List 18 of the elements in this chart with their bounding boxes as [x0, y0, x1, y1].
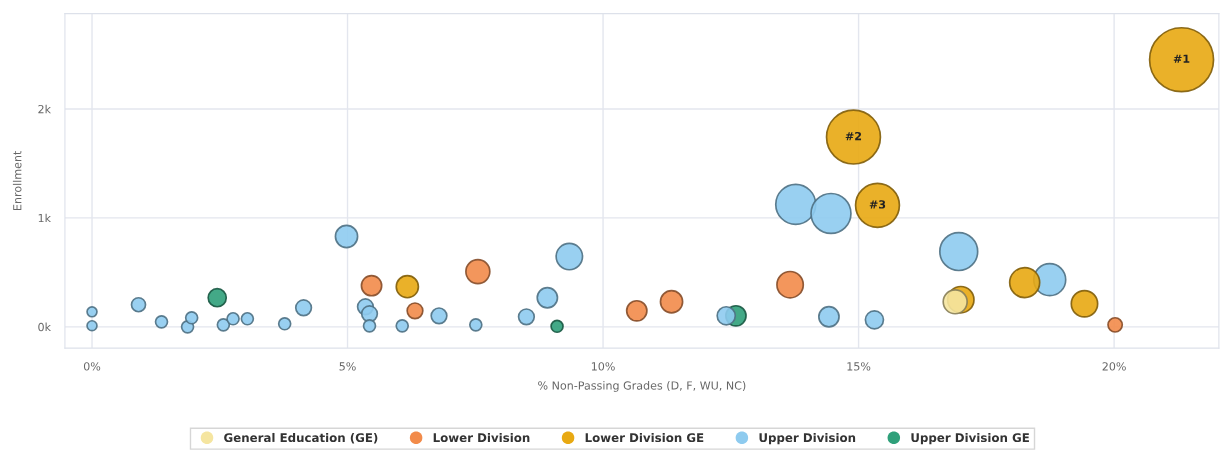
legend-label: Upper Division [759, 432, 856, 445]
x-tick-label: 0% [83, 362, 101, 371]
annotation: #1 [1173, 54, 1190, 63]
y-tick-label: 2k [38, 104, 51, 114]
x-tick-label: 20% [1102, 362, 1126, 371]
x-axis-title: % Non-Passing Grades (D, F, WU, NC) [538, 381, 746, 392]
legend-label: Upper Division GE [911, 432, 1029, 445]
x-tick-label: 10% [591, 362, 615, 371]
x-tick-label: 15% [847, 362, 871, 371]
annotation: #3 [869, 200, 886, 209]
y-axis-title: Enrollment [12, 150, 22, 210]
annotation: #2 [845, 131, 862, 141]
legend-label: Lower Division GE [585, 432, 704, 443]
x-tick-label: 5% [339, 362, 356, 371]
legend-label: Lower Division [433, 432, 530, 443]
legend-label: General Education (GE) [224, 432, 378, 444]
y-tick-label: 0k [38, 322, 51, 332]
y-tick-label: 1k [38, 213, 51, 223]
